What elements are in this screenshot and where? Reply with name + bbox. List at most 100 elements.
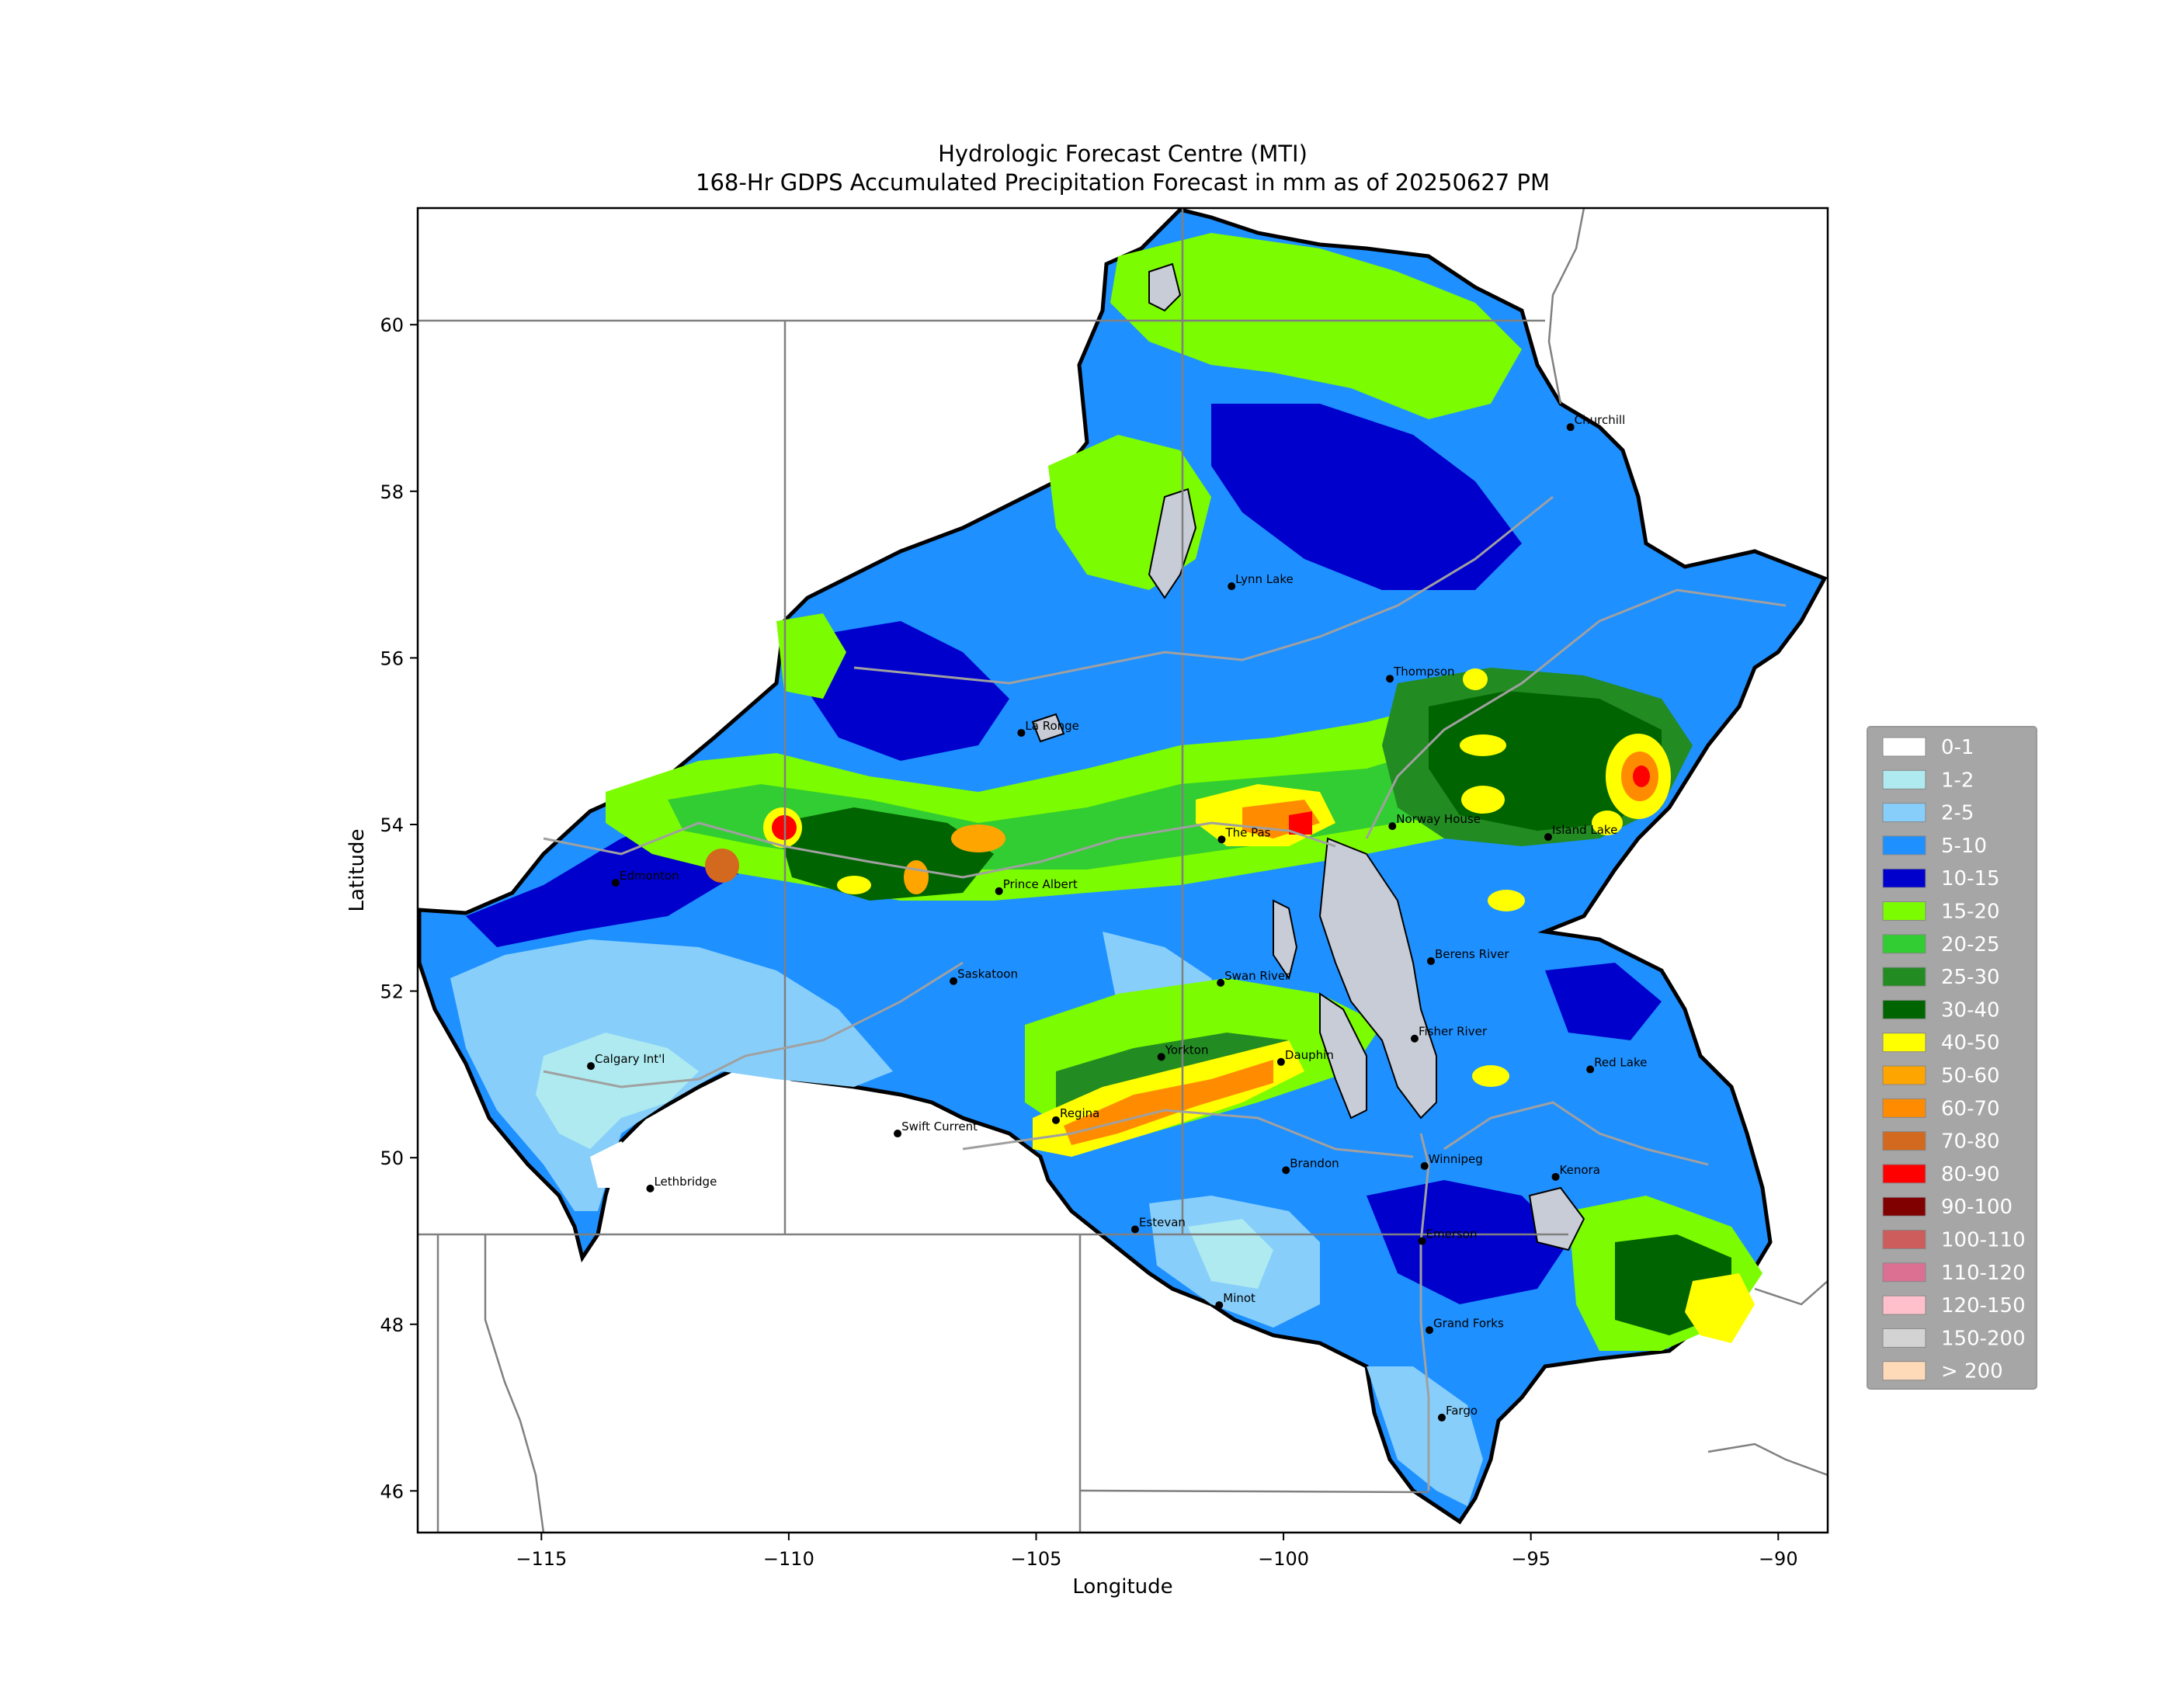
x-tick-label: −95: [1511, 1548, 1551, 1570]
legend-swatch: [1882, 1262, 1926, 1283]
legend-entries: 0-1 1-2 2-5 5-10 10-15 15-20 20-25 25-30 30-40 40…: [1882, 736, 2026, 1383]
churchill-river: [853, 495, 1554, 685]
city-marker: [1437, 1413, 1446, 1422]
city-label: Prince Albert: [1003, 877, 1078, 891]
lake-winnipegosis: [1273, 899, 1298, 981]
legend-label: 10-15: [1941, 867, 2000, 890]
city-marker: [950, 977, 958, 985]
zone-40-50: [1460, 734, 1506, 756]
city-marker: [1157, 1053, 1165, 1061]
nelson-river: [1365, 588, 1787, 839]
legend-label: 60-70: [1941, 1097, 2000, 1120]
city-marker: [894, 1130, 902, 1138]
city-marker: [1228, 582, 1236, 591]
legend-swatch: [1882, 737, 1926, 757]
legend-label: 2-5: [1941, 802, 1974, 825]
legend-swatch: [1882, 1131, 1926, 1151]
zone-1-2: [536, 1033, 699, 1149]
legend-swatch: [1882, 1196, 1926, 1217]
city-marker: [1544, 833, 1552, 842]
legend-label: 0-1: [1941, 736, 1974, 759]
city-label: Grand Forks: [1433, 1316, 1504, 1330]
y-tick-label: 54: [380, 814, 404, 836]
city-label: Kenora: [1560, 1163, 1600, 1177]
assiniboine-river: [962, 1109, 1414, 1158]
legend-label: 110-120: [1941, 1262, 2026, 1285]
city-label: Edmonton: [620, 869, 679, 883]
y-tick-label: 48: [380, 1314, 404, 1336]
legend-swatch: [1882, 1328, 1926, 1348]
city-marker: [1586, 1065, 1595, 1074]
city-label: Lethbridge: [654, 1175, 717, 1189]
legend-swatch: [1882, 1230, 1926, 1249]
legend-label: 120-150: [1941, 1294, 2026, 1317]
city-marker: [995, 887, 1003, 895]
lake-superior-shore: [1754, 1280, 1828, 1306]
city-label: Saskatoon: [957, 967, 1018, 981]
zone-10-15: [807, 621, 1009, 761]
city-marker: [1276, 1057, 1285, 1066]
legend-swatch: [1882, 769, 1926, 790]
idaho-border: [484, 1234, 545, 1533]
zone-40-50: [705, 849, 739, 883]
saskatchewan-river: [543, 821, 1336, 879]
x-tick-label: −90: [1759, 1548, 1798, 1570]
city-marker: [1418, 1237, 1426, 1245]
legend-label: 90-100: [1941, 1196, 2013, 1219]
hudson-bay-coast: [1547, 208, 1585, 404]
lake-winnipeg: [1318, 837, 1437, 1120]
city-label: Churchill: [1575, 413, 1626, 427]
legend-swatch: [1882, 967, 1926, 987]
y-tick-label: 50: [380, 1147, 404, 1169]
zone-40-50: [904, 860, 929, 894]
y-axis-label: Latitude: [346, 828, 369, 911]
zone-80-90: [1289, 811, 1312, 835]
lake-northwest: [1148, 262, 1182, 312]
city-marker: [611, 879, 620, 887]
city-label: Norway House: [1396, 812, 1481, 826]
legend-swatch: [1882, 803, 1926, 823]
zone-0-1: [590, 1141, 644, 1188]
zone-60-70: [1064, 1060, 1273, 1145]
zone-1-2: [1188, 1219, 1273, 1289]
legend-label: 100-110: [1941, 1229, 2026, 1252]
legend-swatch: [1882, 1361, 1926, 1381]
city-label: Brandon: [1290, 1156, 1339, 1170]
zone-15-20: [776, 613, 846, 699]
city-label: Fisher River: [1419, 1025, 1488, 1039]
city-marker: [1051, 1116, 1060, 1124]
legend-swatch: [1882, 868, 1926, 888]
legend-swatch: [1882, 901, 1926, 921]
legend-label: > 200: [1941, 1360, 2003, 1383]
city-label: Island Lake: [1552, 823, 1617, 837]
legend-swatch: [1882, 1098, 1926, 1118]
legend-swatch: [1882, 835, 1926, 856]
city-markers: Churchill Lynn Lake Thompson La Ronge Norway…: [587, 413, 1647, 1422]
zone-40-50: [1592, 811, 1623, 835]
city-marker: [587, 1062, 596, 1071]
city-label: Emerson: [1426, 1227, 1478, 1241]
legend-swatch: [1882, 999, 1926, 1019]
legend-swatch: [1882, 1295, 1926, 1315]
city-marker: [1386, 675, 1394, 683]
zone-40-50: [1488, 890, 1525, 911]
city-marker: [1217, 978, 1225, 987]
zone-2-5: [1367, 1366, 1483, 1506]
zone-30-40: [776, 807, 994, 901]
legend-box: 0-1 1-2 2-5 5-10 10-15 15-20 20-25 25-30 30-40 40…: [1867, 726, 2037, 1390]
city-marker: [1420, 1161, 1429, 1170]
city-marker: [1551, 1172, 1560, 1181]
legend-label: 50-60: [1941, 1064, 2000, 1088]
x-tick-label: −115: [516, 1548, 567, 1570]
city-marker: [1388, 822, 1397, 831]
zone-40-50: [951, 824, 1005, 852]
y-tick-label: 56: [380, 647, 404, 669]
city-marker: [1217, 835, 1226, 844]
legend-label: 150-200: [1941, 1327, 2026, 1350]
city-label: Berens River: [1435, 947, 1509, 961]
city-label: Lynn Lake: [1235, 572, 1294, 586]
legend-label: 30-40: [1941, 998, 2000, 1022]
city-marker: [1426, 1326, 1434, 1335]
south-dakota-north-dakota-border: [1079, 1489, 1429, 1494]
zone-40-50: [1685, 1273, 1755, 1343]
